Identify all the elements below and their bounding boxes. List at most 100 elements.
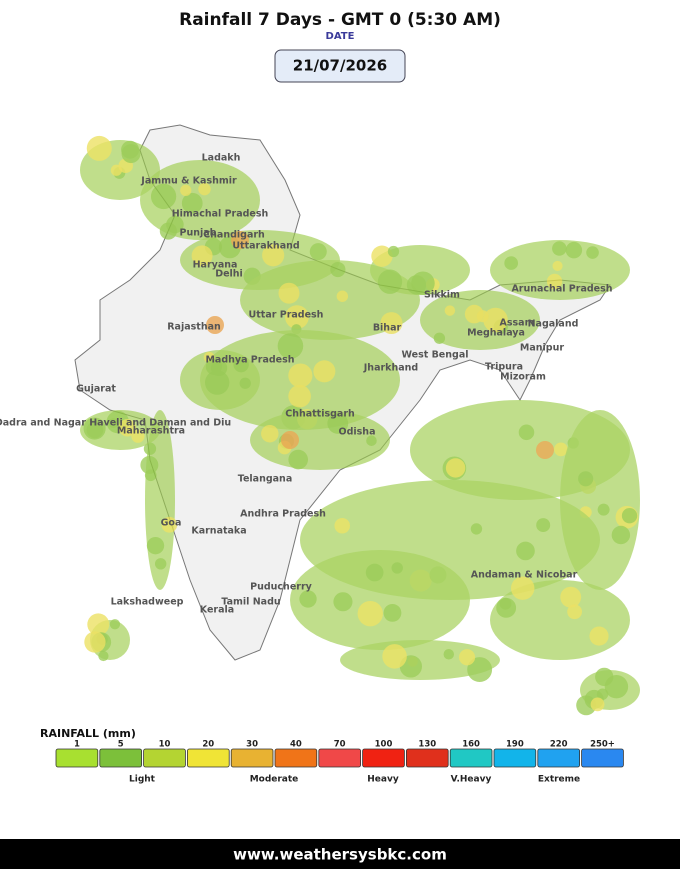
rain-cell	[336, 290, 349, 302]
rain-cell	[365, 563, 384, 582]
rain-cell	[590, 697, 605, 712]
rain-cell	[108, 418, 119, 429]
rain-cell	[198, 182, 211, 196]
region-label: Punjab	[180, 228, 217, 239]
region-label: Goa	[161, 518, 182, 529]
rain-cell	[181, 192, 203, 214]
rain-cell	[140, 456, 159, 474]
rain-cell	[483, 307, 508, 333]
region-label: Chandigarh	[203, 230, 265, 241]
region-label: Andhra Pradesh	[240, 509, 326, 520]
legend-swatch	[55, 748, 99, 768]
rain-cell	[333, 592, 353, 612]
region-label: West Bengal	[401, 350, 468, 361]
region-label: Karnataka	[191, 526, 246, 537]
rain-heavy	[536, 441, 554, 459]
date-label: DATE	[326, 31, 355, 42]
region-label: Haryana	[193, 260, 238, 271]
region-label: Telangana	[238, 474, 292, 485]
legend-class: Extreme	[538, 775, 580, 785]
rain-cell	[560, 586, 582, 608]
legend-title: RAINFALL (mm)	[40, 727, 136, 740]
rain-cell	[383, 603, 402, 622]
rain-cell	[578, 471, 594, 487]
rain-cell	[366, 435, 377, 446]
rain-cell	[288, 449, 309, 470]
rain-cell	[191, 245, 213, 267]
legend-step-label: 20	[202, 740, 214, 750]
rain-cell	[150, 183, 177, 210]
region-label: Arunachal Pradesh	[511, 284, 612, 295]
region-label: Madhya Pradesh	[205, 355, 294, 366]
region-label: Assam	[500, 318, 535, 329]
legend-swatch	[99, 748, 143, 768]
rain-cell	[576, 695, 597, 716]
region-label: Bihar	[373, 323, 402, 334]
region-label: Odisha	[339, 427, 376, 438]
rain-cell	[510, 576, 535, 600]
rain-cell	[445, 458, 466, 478]
rain-area	[290, 550, 470, 650]
rain-cell	[334, 517, 351, 534]
rain-cell	[166, 215, 184, 234]
title: Rainfall 7 Days - GMT 0 (5:30 AM)	[179, 10, 501, 30]
legend-step-label: 250+	[590, 740, 615, 750]
footer-url: www.weathersysbkc.com	[233, 846, 447, 864]
rain-cell	[433, 332, 446, 344]
rain-heavy	[206, 316, 224, 334]
rain-cell	[131, 429, 145, 443]
legend-step-label: 30	[246, 740, 258, 750]
region-label: Ladakh	[202, 153, 241, 164]
rain-cell	[371, 245, 393, 267]
legend-class: V.Heavy	[451, 775, 492, 785]
rain-cell	[86, 135, 112, 161]
rain-cell	[161, 516, 178, 533]
rain-cell	[380, 312, 403, 335]
legend-step-label: 5	[118, 740, 124, 750]
region-label: Chhattisgarh	[285, 409, 355, 420]
rain-cell	[277, 333, 304, 359]
rain-cell	[504, 256, 519, 270]
rain-cell	[327, 412, 349, 434]
legend-step-label: 10	[159, 740, 171, 750]
rain-cell	[109, 619, 121, 630]
rain-cell	[536, 518, 551, 533]
rain-cell	[146, 536, 165, 555]
legend: 1 5 10 20 30 40 70 100 130 160 190 220 250+ Light Mode…	[55, 740, 624, 785]
footer-bar	[0, 839, 680, 869]
rain-area	[250, 410, 390, 470]
legend-step-label: 100	[375, 740, 393, 750]
rain-cell	[144, 469, 157, 482]
rain-cell	[444, 305, 456, 316]
region-label: Andaman & Nicobar	[471, 570, 578, 581]
legend-class: Heavy	[367, 775, 399, 785]
rain-cell	[596, 688, 609, 700]
region-label: Tripura	[485, 362, 523, 373]
rain-cell	[299, 590, 317, 608]
rain-heavy	[231, 231, 249, 249]
rain-cell	[278, 282, 300, 304]
rain-cell	[87, 613, 110, 636]
region-label: Maharashtra	[117, 426, 185, 437]
region-label: Manipur	[520, 343, 564, 354]
legend-swatch	[143, 748, 186, 768]
region-label: Uttar Pradesh	[249, 310, 324, 321]
legend-step-label: 190	[506, 740, 524, 750]
region-label: Gujarat	[76, 384, 116, 395]
rain-cell	[288, 384, 311, 408]
rain-cell	[330, 261, 346, 278]
date: 21/07/2026	[293, 57, 387, 75]
rain-cell	[382, 644, 407, 669]
rain-area	[340, 640, 500, 680]
rain-cell	[84, 631, 106, 653]
rain-cell	[554, 442, 568, 457]
rain-cell	[288, 363, 313, 388]
rain-cell	[621, 508, 638, 524]
rain-cell	[552, 260, 563, 271]
rain-cell	[262, 244, 285, 267]
rain-cell	[467, 657, 493, 683]
rain-cell	[604, 674, 629, 699]
region-label: Puducherry	[250, 582, 312, 593]
region-label: Uttarakhand	[232, 241, 299, 252]
